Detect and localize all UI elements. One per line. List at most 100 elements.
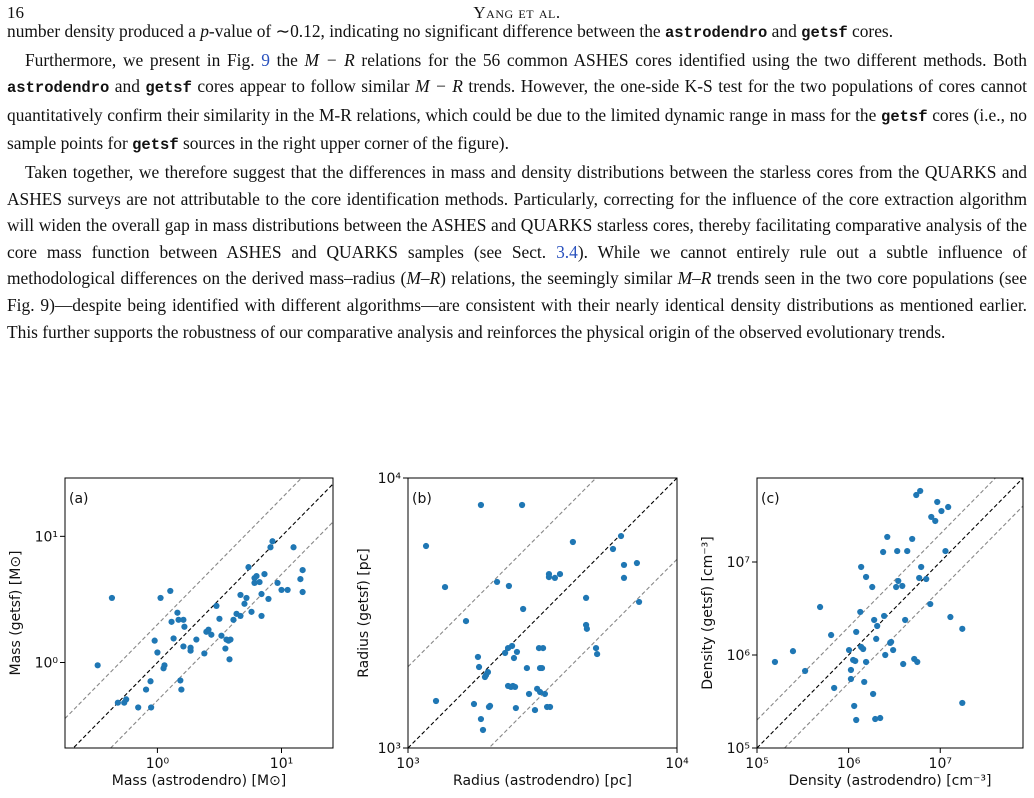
- data-point: [511, 683, 519, 691]
- y-tick-label: 10¹: [35, 529, 58, 545]
- data-point: [789, 648, 797, 655]
- axes-frame: [64, 477, 334, 749]
- data-point: [201, 650, 208, 657]
- text: number density produced a: [7, 21, 201, 41]
- y-tick-label: 10⁰: [35, 655, 59, 671]
- data-point: [904, 547, 911, 555]
- data-point: [828, 631, 835, 639]
- x-axis-label: Mass (astrodendro) [M⊙]: [112, 773, 286, 789]
- y-axis-label: Radius (getsf) [pc]: [356, 548, 372, 678]
- text: sources in the right upper corner of the…: [178, 133, 509, 154]
- link[interactable]: 3.4: [556, 241, 578, 262]
- data-point: [114, 699, 121, 706]
- data-point: [633, 559, 641, 567]
- data-point: [258, 612, 265, 620]
- data-point: [154, 649, 161, 656]
- data-point: [899, 582, 906, 590]
- code: getsf: [881, 107, 928, 126]
- data-point: [508, 642, 516, 650]
- data-point: [241, 600, 248, 607]
- data-point: [928, 513, 935, 521]
- data-point: [108, 594, 116, 602]
- data-point: [900, 660, 907, 668]
- data-point: [177, 677, 184, 684]
- data-point: [942, 547, 949, 555]
- data-point: [520, 605, 527, 613]
- text: Taken together, we therefore suggest tha…: [7, 161, 1027, 262]
- data-point: [269, 538, 276, 545]
- data-point: [852, 657, 859, 665]
- x-tick-label: 10⁰: [146, 756, 170, 772]
- data-point: [432, 697, 440, 705]
- data-point: [934, 498, 941, 506]
- y-tick-label: 10⁶: [727, 648, 751, 664]
- text: -value of ∼0.12, indicating no significa…: [208, 21, 665, 41]
- math: M–R: [677, 268, 712, 289]
- data-point: [484, 669, 492, 676]
- reference-line: [109, 521, 333, 748]
- data-point: [477, 501, 485, 509]
- data-point: [299, 566, 306, 574]
- data-point: [541, 690, 549, 698]
- data-point: [913, 491, 920, 499]
- data-point: [248, 608, 255, 615]
- data-point: [847, 666, 855, 674]
- data-point: [871, 616, 878, 624]
- data-point: [959, 699, 966, 707]
- data-point: [536, 688, 544, 696]
- data-point: [927, 600, 934, 608]
- data-point: [258, 590, 265, 598]
- data-point: [518, 501, 526, 509]
- data-point: [938, 507, 945, 515]
- data-point: [493, 578, 501, 586]
- data-point: [243, 594, 250, 602]
- text: p: [200, 21, 209, 41]
- data-point: [161, 662, 168, 669]
- data-point: [284, 586, 291, 594]
- data-point: [510, 654, 518, 662]
- data-point: [893, 583, 900, 591]
- data-point: [193, 636, 200, 643]
- data-point: [205, 626, 212, 633]
- data-point: [441, 583, 449, 591]
- y-axis-label: Mass (getsf) [M⊙]: [8, 550, 24, 675]
- data-point: [227, 636, 234, 643]
- data-point: [226, 656, 233, 663]
- data-point: [237, 591, 244, 599]
- data-point: [895, 577, 902, 585]
- panel-label: (c): [761, 491, 780, 507]
- data-point: [853, 628, 860, 636]
- data-point: [147, 678, 154, 685]
- data-point: [882, 651, 889, 659]
- text: and: [767, 21, 802, 41]
- data-point: [894, 547, 901, 555]
- text: cores appear to follow similar: [191, 76, 416, 97]
- code: getsf: [801, 24, 848, 42]
- data-point: [847, 675, 855, 683]
- data-point: [851, 702, 858, 710]
- data-point: [858, 563, 865, 571]
- data-point: [462, 618, 470, 625]
- text: ) relations, the seemingly similar: [440, 268, 678, 289]
- panel-label: (a): [69, 491, 89, 507]
- data-point: [569, 538, 576, 546]
- y-axis-label: Density (getsf) [cm⁻³]: [700, 536, 716, 690]
- link[interactable]: 9: [261, 49, 270, 70]
- data-point: [816, 603, 824, 611]
- data-point: [932, 517, 939, 525]
- data-point: [853, 716, 860, 724]
- data-point: [148, 704, 155, 711]
- math: M − R: [415, 76, 463, 97]
- text: ). While we cannot entirely rule out a s…: [7, 241, 1027, 289]
- data-point: [861, 678, 868, 686]
- paragraph: Furthermore, we present in Fig. 9 the M …: [7, 47, 1027, 159]
- data-point: [539, 645, 547, 652]
- data-point: [551, 574, 558, 581]
- data-point: [251, 579, 258, 587]
- data-point: [523, 664, 531, 672]
- y-tick-label: 10⁷: [727, 555, 750, 571]
- data-point: [609, 545, 617, 553]
- data-point: [845, 646, 853, 654]
- data-point: [923, 575, 930, 583]
